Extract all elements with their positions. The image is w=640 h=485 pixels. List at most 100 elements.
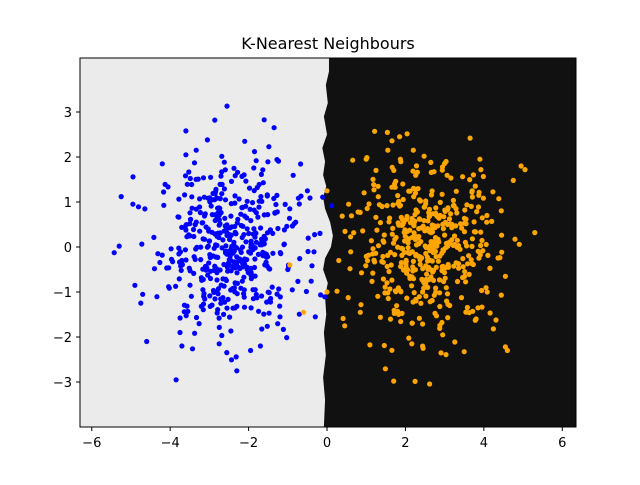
data-point	[380, 238, 386, 244]
data-point	[218, 173, 224, 179]
y-tick-label: 0	[64, 241, 72, 256]
data-point	[228, 232, 234, 238]
data-point	[434, 243, 440, 249]
data-point	[270, 250, 276, 256]
data-point	[242, 138, 248, 144]
data-point	[384, 263, 390, 270]
data-point	[228, 328, 234, 334]
data-point	[257, 343, 263, 349]
data-point	[470, 308, 476, 314]
data-point	[409, 320, 415, 326]
data-point	[351, 230, 357, 236]
data-point	[187, 268, 193, 274]
data-point	[474, 209, 480, 215]
data-point	[303, 288, 309, 295]
data-point	[271, 125, 277, 131]
data-point	[384, 280, 390, 286]
data-point	[177, 329, 183, 336]
data-point	[312, 232, 318, 238]
data-point	[218, 282, 224, 288]
data-point	[277, 250, 283, 256]
data-point	[460, 256, 466, 262]
data-point	[213, 186, 219, 192]
data-point	[472, 183, 478, 189]
data-point	[386, 268, 392, 275]
x-tick-label: 4	[480, 436, 488, 451]
data-point	[178, 263, 184, 269]
data-point	[479, 237, 485, 244]
data-point	[221, 186, 227, 192]
data-point	[487, 265, 493, 271]
data-point	[320, 194, 326, 200]
data-point	[258, 171, 264, 177]
data-point	[282, 201, 288, 207]
data-point	[193, 314, 200, 321]
data-point	[248, 347, 254, 354]
data-point	[234, 270, 240, 276]
data-point	[222, 215, 228, 221]
data-point	[251, 226, 257, 232]
data-point	[298, 161, 304, 167]
data-point	[399, 252, 405, 258]
data-point	[206, 228, 212, 234]
data-point	[417, 254, 423, 260]
data-point	[135, 204, 142, 210]
data-point	[264, 230, 271, 236]
data-point	[419, 276, 425, 282]
data-point	[200, 287, 206, 293]
data-point	[244, 215, 250, 221]
data-point	[256, 198, 262, 204]
data-point	[420, 321, 426, 327]
data-point	[420, 223, 426, 229]
data-point	[375, 293, 381, 299]
data-point	[484, 289, 490, 295]
data-point	[382, 290, 388, 296]
data-point	[441, 214, 447, 220]
data-point	[429, 258, 435, 264]
data-point	[387, 286, 393, 292]
data-point	[398, 260, 404, 266]
data-point	[329, 203, 335, 209]
data-point	[266, 310, 272, 316]
data-point	[405, 250, 411, 256]
data-point	[398, 245, 404, 251]
data-point	[420, 266, 426, 272]
data-point	[260, 167, 266, 173]
data-point	[277, 314, 283, 320]
data-point	[178, 267, 184, 273]
data-point	[256, 204, 262, 210]
data-point	[252, 256, 258, 262]
data-point	[232, 200, 238, 206]
data-point	[449, 225, 455, 231]
data-point	[207, 293, 213, 299]
y-tick-label: 3	[64, 106, 72, 121]
data-point	[348, 234, 354, 240]
data-point	[373, 167, 379, 173]
data-point	[460, 174, 466, 180]
data-point	[386, 219, 392, 225]
data-point	[411, 194, 417, 200]
data-point	[221, 311, 227, 317]
data-point	[454, 210, 460, 216]
data-point	[240, 204, 246, 210]
data-point	[220, 237, 226, 243]
data-point	[233, 245, 239, 251]
data-point	[372, 259, 378, 265]
data-point	[232, 173, 238, 179]
data-point	[420, 289, 426, 295]
data-point	[214, 270, 220, 276]
data-point	[372, 128, 378, 134]
data-point	[375, 243, 382, 249]
data-point	[241, 232, 247, 238]
data-point	[207, 252, 213, 258]
data-point	[216, 315, 222, 321]
data-point	[443, 158, 449, 165]
data-point	[467, 135, 473, 141]
data-point	[201, 213, 208, 219]
data-point	[304, 188, 310, 194]
chart-title: K-Nearest Neighbours	[241, 34, 415, 53]
data-point	[275, 158, 282, 164]
data-point	[234, 254, 240, 260]
data-point	[433, 205, 439, 211]
data-point	[184, 234, 190, 240]
